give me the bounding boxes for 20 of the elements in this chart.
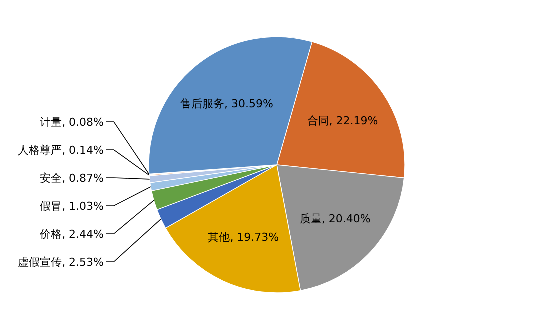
- data-label: , 19.73%: [230, 230, 280, 244]
- data-label: , 30.59%: [224, 96, 274, 110]
- slice-label: 虚假宣传: [18, 256, 62, 268]
- slice-label: 计量: [40, 116, 62, 128]
- data-label: , 2.53%: [62, 256, 104, 268]
- slice-label: 售后服务: [180, 96, 225, 110]
- data-label: , 2.44%: [62, 228, 104, 240]
- data-label: , 0.08%: [62, 116, 104, 128]
- slice-label: 安全: [40, 172, 62, 184]
- slice-label: 合同: [307, 114, 330, 128]
- slice-label: 假冒: [40, 200, 62, 212]
- data-label: , 0.87%: [62, 172, 104, 184]
- data-label: , 0.14%: [62, 144, 104, 156]
- slice-label: 人格尊严: [18, 144, 62, 156]
- data-label: , 1.03%: [62, 200, 104, 212]
- data-label: , 22.19%: [329, 114, 378, 128]
- slice-label: 价格: [39, 228, 62, 240]
- data-label: , 20.40%: [322, 212, 371, 226]
- slice-label: 其他: [208, 230, 230, 244]
- slice-label: 质量: [300, 212, 322, 226]
